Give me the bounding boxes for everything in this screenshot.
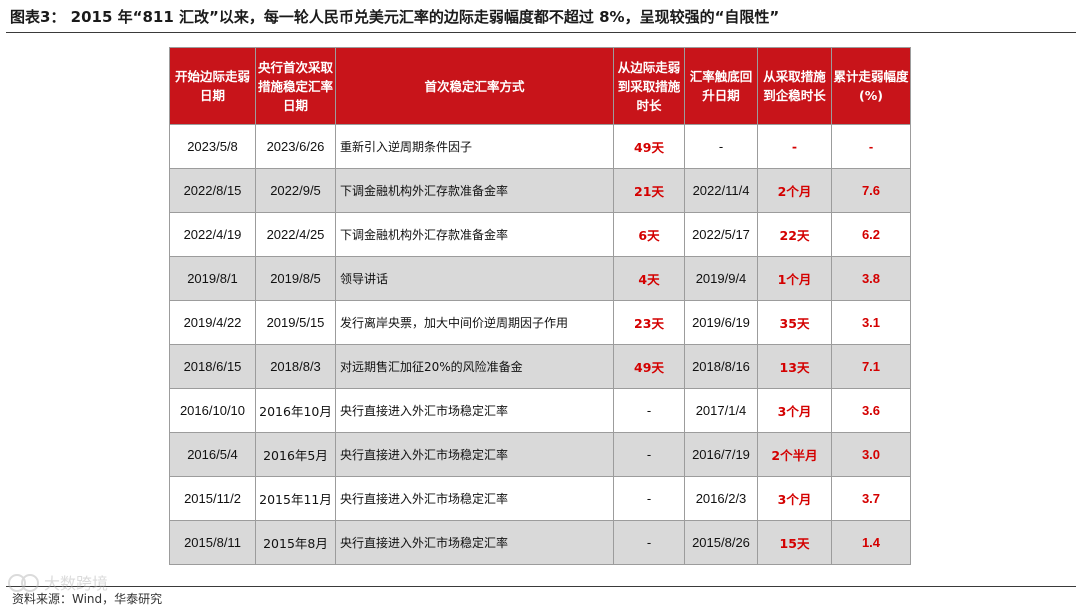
start-date-cell: 2022/4/19 bbox=[169, 212, 256, 257]
method-cell: 央行直接进入外汇市场稳定汇率 bbox=[335, 520, 614, 565]
depreciation-cell: 3.0 bbox=[831, 432, 911, 477]
action-date-cell: 2016年10月 bbox=[255, 388, 336, 433]
bottom-date-cell: 2022/11/4 bbox=[684, 168, 758, 213]
start-date-cell: 2023/5/8 bbox=[169, 124, 256, 169]
header-depreciation: 累计走弱幅度(%) bbox=[831, 47, 911, 125]
method-cell: 下调金融机构外汇存款准备金率 bbox=[335, 212, 614, 257]
start-date-cell: 2015/11/2 bbox=[169, 476, 256, 521]
header-bottom-date: 汇率触底回升日期 bbox=[684, 47, 758, 125]
table-row: 2015/8/11 2015年8月 央行直接进入外汇市场稳定汇率 - 2015/… bbox=[169, 520, 911, 565]
depreciation-cell: 6.2 bbox=[831, 212, 911, 257]
footer-divider bbox=[6, 586, 1076, 587]
method-cell: 央行直接进入外汇市场稳定汇率 bbox=[335, 432, 614, 477]
time-to-action-cell: 49天 bbox=[613, 124, 685, 169]
header-time-to-action: 从边际走弱到采取措施时长 bbox=[613, 47, 685, 125]
action-date-cell: 2015年8月 bbox=[255, 520, 336, 565]
action-date-cell: 2019/8/5 bbox=[255, 256, 336, 301]
table-row: 2023/5/8 2023/6/26 重新引入逆周期条件因子 49天 - - - bbox=[169, 124, 911, 169]
title-divider bbox=[6, 32, 1076, 33]
depreciation-cell: 7.1 bbox=[831, 344, 911, 389]
start-date-cell: 2019/4/22 bbox=[169, 300, 256, 345]
time-to-action-cell: - bbox=[613, 476, 685, 521]
bottom-date-cell: 2017/1/4 bbox=[684, 388, 758, 433]
table-row: 2019/4/22 2019/5/15 发行离岸央票，加大中间价逆周期因子作用 … bbox=[169, 300, 911, 345]
header-time-to-stable: 从采取措施到企稳时长 bbox=[757, 47, 832, 125]
time-to-action-cell: 49天 bbox=[613, 344, 685, 389]
start-date-cell: 2018/6/15 bbox=[169, 344, 256, 389]
time-to-stable-cell: 35天 bbox=[757, 300, 832, 345]
table-row: 2018/6/15 2018/8/3 对远期售汇加征20%的风险准备金 49天 … bbox=[169, 344, 911, 389]
header-method: 首次稳定汇率方式 bbox=[335, 47, 614, 125]
time-to-action-cell: 21天 bbox=[613, 168, 685, 213]
bottom-date-cell: 2022/5/17 bbox=[684, 212, 758, 257]
method-cell: 央行直接进入外汇市场稳定汇率 bbox=[335, 388, 614, 433]
time-to-stable-cell: - bbox=[757, 124, 832, 169]
depreciation-cell: 3.7 bbox=[831, 476, 911, 521]
time-to-action-cell: 4天 bbox=[613, 256, 685, 301]
action-date-cell: 2022/9/5 bbox=[255, 168, 336, 213]
depreciation-cell: - bbox=[831, 124, 911, 169]
depreciation-cell: 3.8 bbox=[831, 256, 911, 301]
depreciation-cell: 1.4 bbox=[831, 520, 911, 565]
table-row: 2022/4/19 2022/4/25 下调金融机构外汇存款准备金率 6天 20… bbox=[169, 212, 911, 257]
action-date-cell: 2016年5月 bbox=[255, 432, 336, 477]
start-date-cell: 2019/8/1 bbox=[169, 256, 256, 301]
header-action-date: 央行首次采取措施稳定汇率日期 bbox=[255, 47, 336, 125]
time-to-action-cell: - bbox=[613, 520, 685, 565]
bottom-date-cell: 2016/2/3 bbox=[684, 476, 758, 521]
time-to-stable-cell: 13天 bbox=[757, 344, 832, 389]
time-to-stable-cell: 15天 bbox=[757, 520, 832, 565]
time-to-action-cell: 23天 bbox=[613, 300, 685, 345]
action-date-cell: 2022/4/25 bbox=[255, 212, 336, 257]
action-date-cell: 2023/6/26 bbox=[255, 124, 336, 169]
start-date-cell: 2022/8/15 bbox=[169, 168, 256, 213]
method-cell: 对远期售汇加征20%的风险准备金 bbox=[335, 344, 614, 389]
table-header-row: 开始边际走弱日期 央行首次采取措施稳定汇率日期 首次稳定汇率方式 从边际走弱到采… bbox=[169, 47, 911, 125]
depreciation-cell: 3.1 bbox=[831, 300, 911, 345]
time-to-action-cell: - bbox=[613, 432, 685, 477]
bottom-date-cell: 2018/8/16 bbox=[684, 344, 758, 389]
depreciation-cell: 3.6 bbox=[831, 388, 911, 433]
start-date-cell: 2015/8/11 bbox=[169, 520, 256, 565]
method-cell: 下调金融机构外汇存款准备金率 bbox=[335, 168, 614, 213]
action-date-cell: 2018/8/3 bbox=[255, 344, 336, 389]
time-to-stable-cell: 3个月 bbox=[757, 388, 832, 433]
time-to-stable-cell: 2个半月 bbox=[757, 432, 832, 477]
method-cell: 领导讲话 bbox=[335, 256, 614, 301]
action-date-cell: 2019/5/15 bbox=[255, 300, 336, 345]
rmb-depreciation-table: 开始边际走弱日期 央行首次采取措施稳定汇率日期 首次稳定汇率方式 从边际走弱到采… bbox=[169, 47, 911, 565]
method-cell: 央行直接进入外汇市场稳定汇率 bbox=[335, 476, 614, 521]
action-date-cell: 2015年11月 bbox=[255, 476, 336, 521]
time-to-stable-cell: 2个月 bbox=[757, 168, 832, 213]
start-date-cell: 2016/10/10 bbox=[169, 388, 256, 433]
bottom-date-cell: 2016/7/19 bbox=[684, 432, 758, 477]
bottom-date-cell: - bbox=[684, 124, 758, 169]
method-cell: 重新引入逆周期条件因子 bbox=[335, 124, 614, 169]
table-row: 2015/11/2 2015年11月 央行直接进入外汇市场稳定汇率 - 2016… bbox=[169, 476, 911, 521]
header-start-date: 开始边际走弱日期 bbox=[169, 47, 256, 125]
time-to-stable-cell: 22天 bbox=[757, 212, 832, 257]
table-row: 2016/5/4 2016年5月 央行直接进入外汇市场稳定汇率 - 2016/7… bbox=[169, 432, 911, 477]
table-row: 2022/8/15 2022/9/5 下调金融机构外汇存款准备金率 21天 20… bbox=[169, 168, 911, 213]
start-date-cell: 2016/5/4 bbox=[169, 432, 256, 477]
source-note: 资料来源：Wind，华泰研究 bbox=[12, 592, 163, 606]
time-to-action-cell: 6天 bbox=[613, 212, 685, 257]
table-row: 2016/10/10 2016年10月 央行直接进入外汇市场稳定汇率 - 201… bbox=[169, 388, 911, 433]
time-to-stable-cell: 1个月 bbox=[757, 256, 832, 301]
figure-title: 图表3： 2015 年“811 汇改”以来，每一轮人民币兑美元汇率的边际走弱幅度… bbox=[10, 8, 780, 26]
time-to-stable-cell: 3个月 bbox=[757, 476, 832, 521]
time-to-action-cell: - bbox=[613, 388, 685, 433]
bottom-date-cell: 2019/9/4 bbox=[684, 256, 758, 301]
method-cell: 发行离岸央票，加大中间价逆周期因子作用 bbox=[335, 300, 614, 345]
bottom-date-cell: 2019/6/19 bbox=[684, 300, 758, 345]
bottom-date-cell: 2015/8/26 bbox=[684, 520, 758, 565]
depreciation-cell: 7.6 bbox=[831, 168, 911, 213]
table-row: 2019/8/1 2019/8/5 领导讲话 4天 2019/9/4 1个月 3… bbox=[169, 256, 911, 301]
